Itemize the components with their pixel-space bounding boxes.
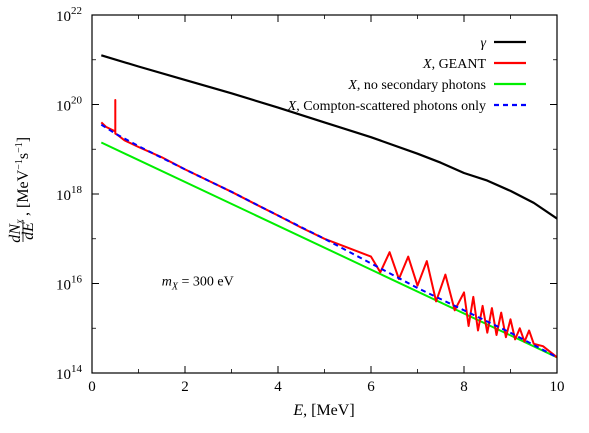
x-tick-label: 6 [367, 379, 375, 395]
svg-text:, [MeV−1s−1]: , [MeV−1s−1] [14, 137, 32, 216]
plot-frame [91, 14, 558, 374]
series-line-1 [100, 99, 557, 359]
legend-label-2: X, no secondary photons [347, 78, 486, 93]
y-tick-label: 1022 [56, 5, 82, 25]
x-tick-label: 2 [181, 379, 189, 395]
x-tick-label: 0 [88, 379, 96, 395]
svg-text:dE: dE [20, 222, 37, 240]
legend-label-1: X, GEANT [422, 57, 486, 72]
series-line-0 [100, 54, 557, 220]
x-tick-label: 4 [274, 379, 282, 395]
mass-annotation: mX = 300 eV [162, 275, 234, 293]
series-line-2 [100, 141, 557, 359]
svg-text:dNX: dNX [7, 218, 25, 243]
y-tick-label: 1014 [56, 363, 83, 383]
y-axis-label: dNX dE , [MeV−1s−1] [7, 137, 37, 243]
legend-label-0: γ [480, 36, 486, 51]
x-tick-label: 8 [460, 379, 468, 395]
y-tick-label: 1016 [56, 274, 83, 294]
x-axis-label: E, [MeV] [292, 402, 354, 419]
series-line-3 [100, 123, 557, 359]
y-tick-label: 1020 [56, 95, 83, 115]
legend-label-3: X, Compton-scattered photons only [287, 99, 486, 114]
x-tick-label: 10 [550, 379, 565, 395]
y-tick-label: 1018 [56, 184, 83, 204]
